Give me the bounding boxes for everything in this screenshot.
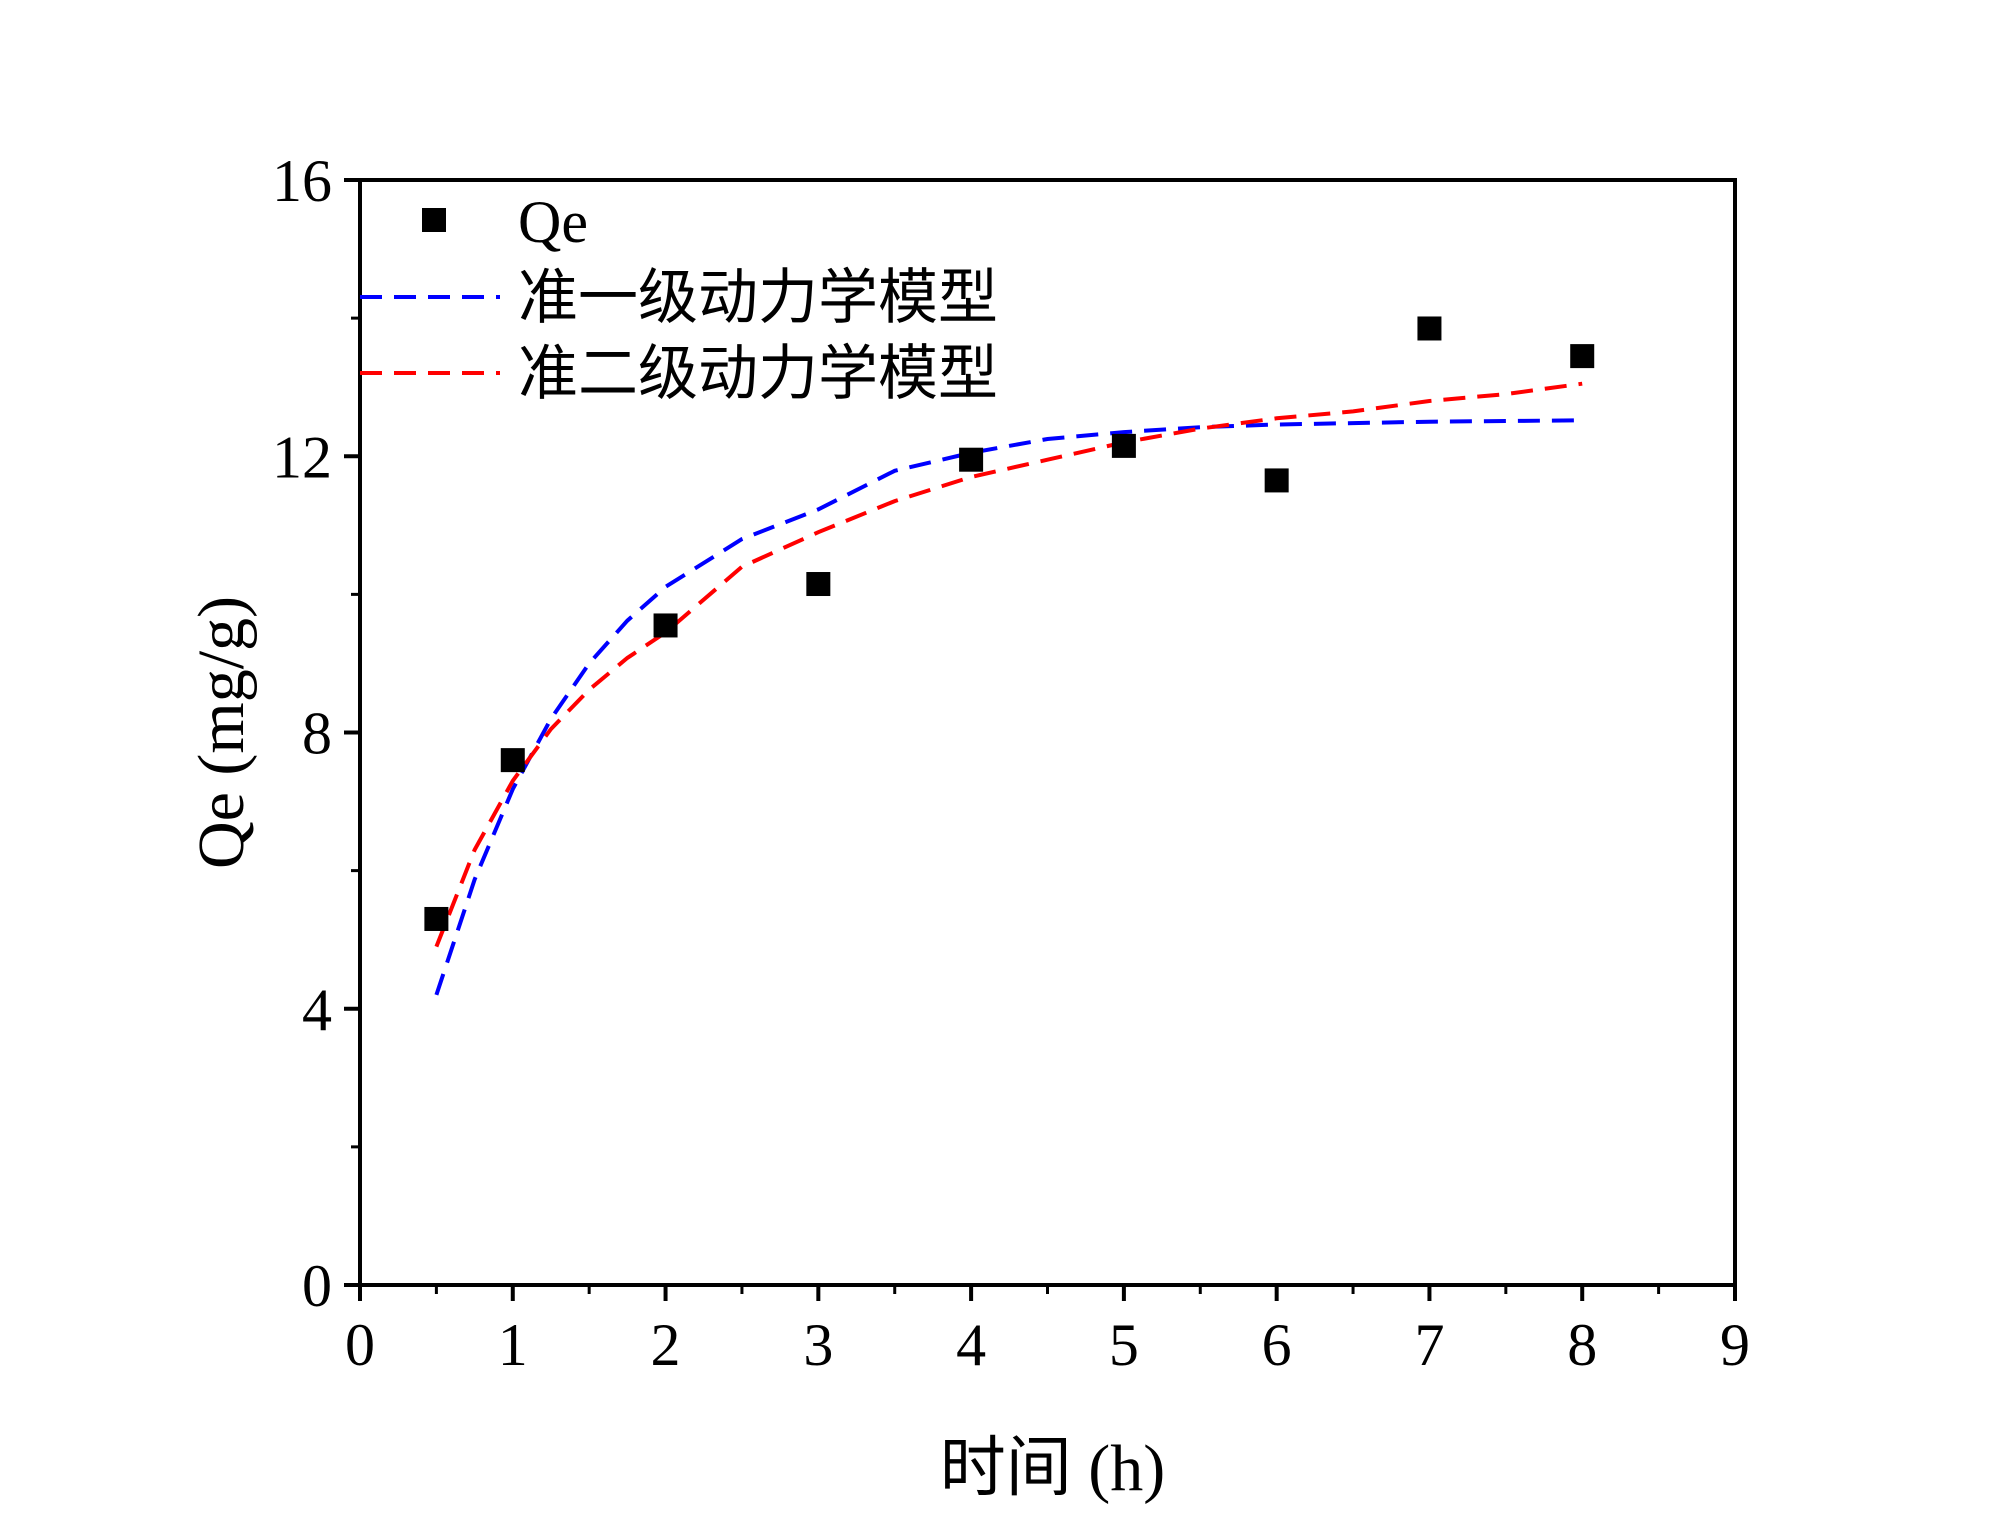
- data-point: [1417, 316, 1442, 341]
- y-tick-label: 16: [272, 148, 332, 214]
- series-line-1: [434, 418, 1583, 996]
- x-tick-label: 8: [1567, 1312, 1597, 1378]
- legend-label-pso-model: 准二级动力学模型: [518, 341, 998, 407]
- y-axis-title: Qe (mg/g): [185, 596, 258, 869]
- data-point: [1111, 433, 1136, 458]
- data-point: [1264, 468, 1289, 493]
- legend-label-qe: Qe: [518, 189, 588, 255]
- x-tick-label: 6: [1262, 1312, 1292, 1378]
- legend-item-qe: Qe: [422, 189, 588, 255]
- legend-label-pfo-model: 准一级动力学模型: [518, 265, 998, 331]
- data-point: [806, 572, 831, 597]
- x-tick-label: 5: [1109, 1312, 1139, 1378]
- legend-item-pfo-model: 准一级动力学模型: [360, 265, 998, 331]
- y-tick-label: 12: [272, 424, 332, 490]
- x-axis-title: 时间 (h): [940, 1432, 1165, 1505]
- data-point: [500, 748, 525, 773]
- y-tick-label: 4: [302, 977, 332, 1043]
- data-point: [653, 613, 678, 638]
- x-tick-label: 0: [345, 1312, 375, 1378]
- x-tick-label: 4: [956, 1312, 986, 1378]
- legend-marker-square: [422, 208, 446, 232]
- legend-item-pso-model: 准二级动力学模型: [360, 341, 998, 407]
- y-tick-label: 0: [302, 1253, 332, 1319]
- x-tick-label: 9: [1720, 1312, 1750, 1378]
- data-point: [959, 447, 984, 472]
- x-tick-label: 3: [803, 1312, 833, 1378]
- y-tick-label: 8: [302, 701, 332, 767]
- chart-legend: Qe 准一级动力学模型 准二级动力学模型: [360, 189, 998, 407]
- data-point: [424, 906, 449, 931]
- x-tick-label: 7: [1414, 1312, 1444, 1378]
- series-line-2: [434, 381, 1583, 948]
- x-tick-label: 2: [651, 1312, 681, 1378]
- data-point: [1570, 344, 1595, 369]
- x-tick-label: 1: [498, 1312, 528, 1378]
